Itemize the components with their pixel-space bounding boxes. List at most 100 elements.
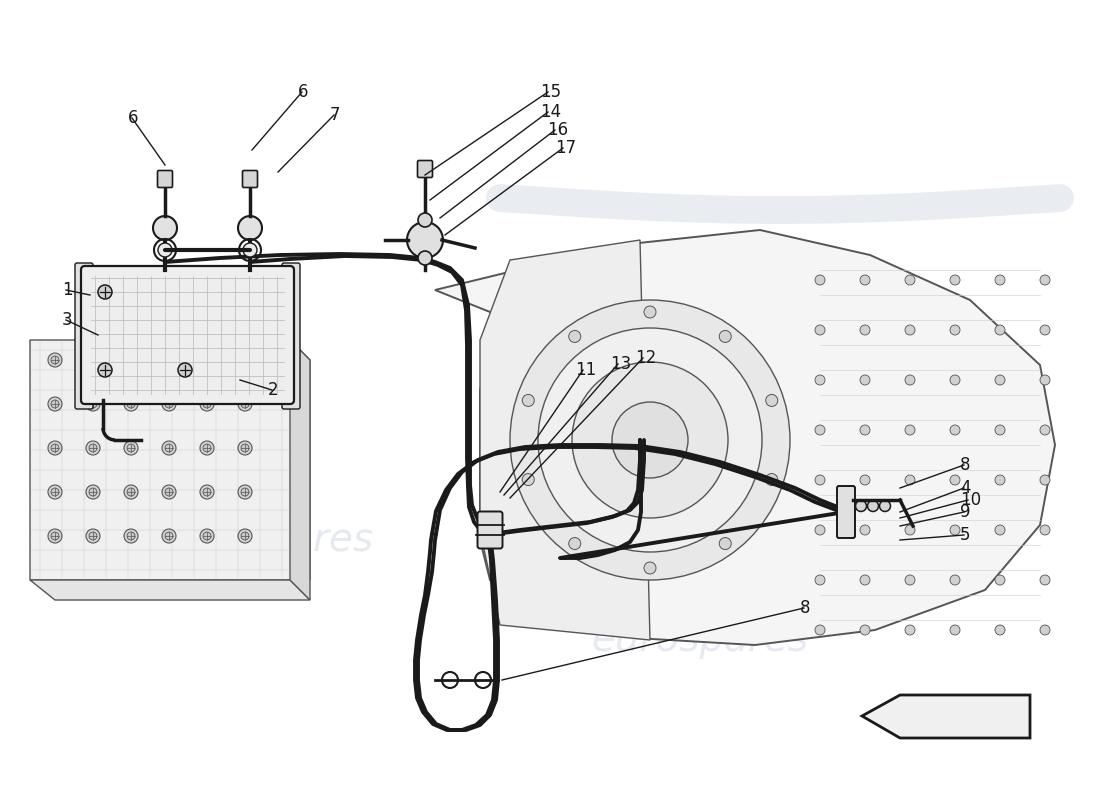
- Circle shape: [162, 353, 176, 367]
- Circle shape: [48, 529, 62, 543]
- Circle shape: [815, 325, 825, 335]
- Circle shape: [1040, 525, 1050, 535]
- Circle shape: [158, 243, 172, 257]
- Circle shape: [48, 397, 62, 411]
- Circle shape: [860, 625, 870, 635]
- Circle shape: [905, 575, 915, 585]
- Circle shape: [950, 575, 960, 585]
- Circle shape: [905, 375, 915, 385]
- Circle shape: [996, 375, 1005, 385]
- Circle shape: [860, 325, 870, 335]
- Circle shape: [766, 474, 778, 486]
- Circle shape: [48, 441, 62, 455]
- Circle shape: [996, 325, 1005, 335]
- Circle shape: [238, 397, 252, 411]
- Circle shape: [238, 529, 252, 543]
- Circle shape: [124, 529, 138, 543]
- Circle shape: [860, 375, 870, 385]
- Circle shape: [1040, 575, 1050, 585]
- Polygon shape: [862, 695, 1030, 738]
- Circle shape: [165, 356, 173, 364]
- Circle shape: [126, 356, 135, 364]
- Text: 11: 11: [575, 361, 596, 379]
- Circle shape: [241, 444, 249, 452]
- Circle shape: [815, 625, 825, 635]
- Circle shape: [644, 562, 656, 574]
- Circle shape: [860, 425, 870, 435]
- Circle shape: [204, 488, 211, 496]
- Circle shape: [98, 363, 112, 377]
- Circle shape: [89, 532, 97, 540]
- Text: 7: 7: [330, 106, 341, 124]
- Circle shape: [126, 488, 135, 496]
- Circle shape: [204, 400, 211, 408]
- Circle shape: [719, 538, 732, 550]
- Circle shape: [905, 275, 915, 285]
- Circle shape: [522, 474, 535, 486]
- Circle shape: [165, 532, 173, 540]
- Circle shape: [89, 356, 97, 364]
- Circle shape: [241, 356, 249, 364]
- Circle shape: [51, 488, 59, 496]
- Circle shape: [860, 575, 870, 585]
- Circle shape: [89, 488, 97, 496]
- FancyBboxPatch shape: [418, 161, 432, 178]
- Circle shape: [89, 444, 97, 452]
- Circle shape: [238, 216, 262, 240]
- Circle shape: [86, 485, 100, 499]
- Circle shape: [1040, 325, 1050, 335]
- Circle shape: [162, 397, 176, 411]
- Text: 15: 15: [540, 83, 561, 101]
- Circle shape: [86, 397, 100, 411]
- Circle shape: [880, 501, 891, 511]
- Circle shape: [644, 306, 656, 318]
- Text: 8: 8: [960, 456, 970, 474]
- Circle shape: [124, 441, 138, 455]
- Text: 2: 2: [268, 381, 278, 399]
- Circle shape: [165, 488, 173, 496]
- Circle shape: [89, 400, 97, 408]
- Circle shape: [165, 400, 173, 408]
- Circle shape: [905, 425, 915, 435]
- Circle shape: [612, 402, 688, 478]
- Circle shape: [860, 275, 870, 285]
- Circle shape: [48, 485, 62, 499]
- Polygon shape: [290, 340, 310, 600]
- Circle shape: [165, 444, 173, 452]
- Polygon shape: [434, 230, 1055, 645]
- Text: 4: 4: [960, 479, 970, 497]
- Circle shape: [98, 285, 112, 299]
- Text: 10: 10: [960, 491, 981, 509]
- FancyBboxPatch shape: [282, 263, 300, 409]
- Circle shape: [905, 525, 915, 535]
- Polygon shape: [30, 340, 310, 580]
- Circle shape: [996, 425, 1005, 435]
- Circle shape: [200, 397, 214, 411]
- Circle shape: [51, 356, 59, 364]
- Circle shape: [868, 501, 879, 511]
- Circle shape: [905, 625, 915, 635]
- FancyBboxPatch shape: [242, 170, 257, 187]
- Circle shape: [815, 375, 825, 385]
- Circle shape: [124, 397, 138, 411]
- Circle shape: [200, 353, 214, 367]
- Circle shape: [51, 532, 59, 540]
- Text: 3: 3: [62, 311, 73, 329]
- Circle shape: [238, 441, 252, 455]
- Circle shape: [418, 213, 432, 227]
- Circle shape: [905, 475, 915, 485]
- Text: 16: 16: [547, 121, 568, 139]
- Circle shape: [860, 475, 870, 485]
- Circle shape: [200, 441, 214, 455]
- Circle shape: [86, 441, 100, 455]
- Circle shape: [162, 441, 176, 455]
- Circle shape: [162, 485, 176, 499]
- Circle shape: [243, 243, 257, 257]
- Text: eurospares: eurospares: [641, 246, 859, 284]
- Circle shape: [126, 400, 135, 408]
- Circle shape: [522, 394, 535, 406]
- FancyBboxPatch shape: [157, 170, 173, 187]
- Circle shape: [241, 532, 249, 540]
- Circle shape: [126, 444, 135, 452]
- Text: 6: 6: [128, 109, 139, 127]
